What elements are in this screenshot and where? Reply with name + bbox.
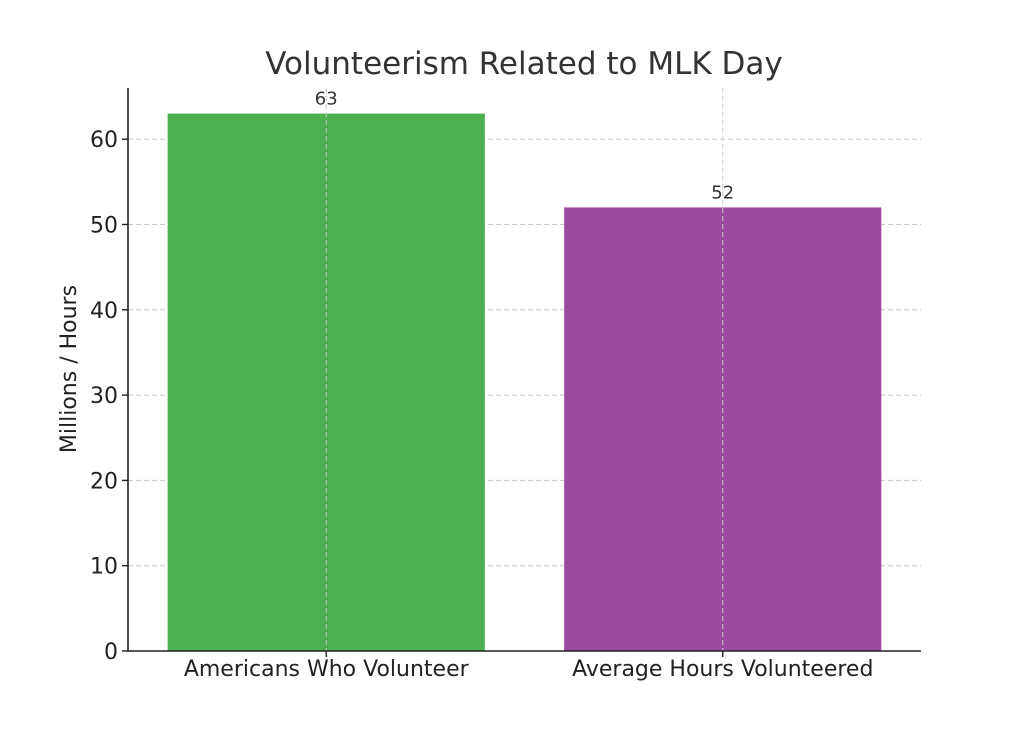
x-grid-layer xyxy=(325,88,724,651)
x-tick-label: Average Hours Volunteered xyxy=(572,657,873,682)
data-label: 63 xyxy=(315,89,338,110)
y-tick-label: 0 xyxy=(104,640,118,665)
y-tick-label: 40 xyxy=(90,299,118,324)
x-tick-label: Americans Who Volunteer xyxy=(184,657,470,682)
y-tick-label: 30 xyxy=(90,384,118,409)
y-tick-label: 10 xyxy=(90,555,118,580)
chart-title: Volunteerism Related to MLK Day xyxy=(265,46,783,82)
data-label: 52 xyxy=(711,182,734,203)
bar-layer xyxy=(167,113,882,651)
y-tick-label: 20 xyxy=(90,469,118,494)
y-tick-label: 50 xyxy=(90,213,118,238)
y-axis-label: Millions / Hours xyxy=(57,285,82,453)
label-layer: Americans Who Volunteer 63 Average Hours V… xyxy=(184,89,874,682)
tick-layer: 0 10 20 30 40 50 60 xyxy=(90,128,724,665)
y-tick-label: 60 xyxy=(90,128,118,153)
